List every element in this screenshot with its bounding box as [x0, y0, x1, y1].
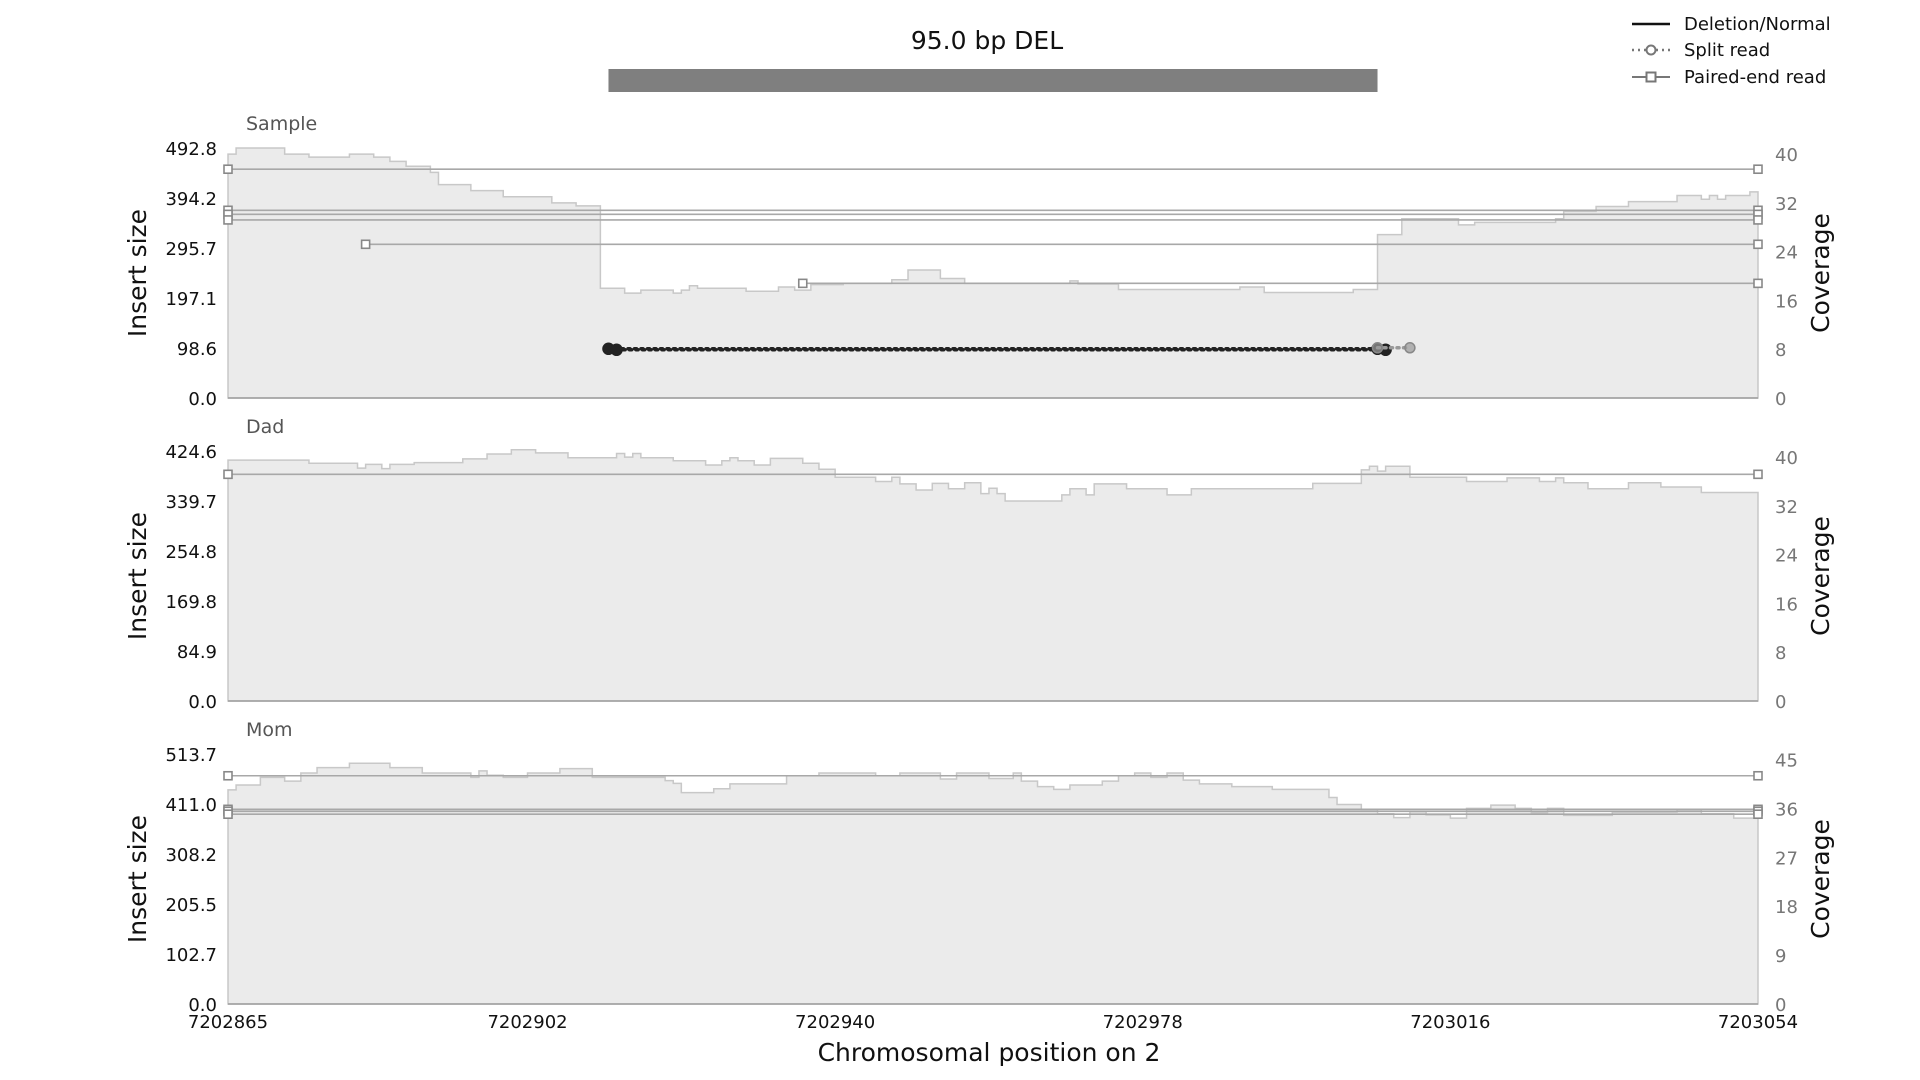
y2-tick-label: 40	[1775, 448, 1798, 469]
y-tick-label: 205.5	[165, 895, 217, 916]
legend-split-label: Split read	[1684, 40, 1770, 61]
y2-tick-label: 0	[1775, 389, 1786, 410]
y-tick-label: 0.0	[188, 995, 217, 1016]
coverage-area	[227, 449, 1759, 702]
y2-axis-label: Coverage	[1806, 819, 1835, 939]
paired-read-marker	[1753, 770, 1763, 781]
paired-read-marker	[797, 278, 808, 289]
y2-tick-label: 24	[1775, 546, 1798, 567]
paired-read-marker	[1753, 215, 1763, 225]
y-tick-label: 98.6	[177, 339, 217, 360]
y2-tick-label: 27	[1775, 848, 1798, 869]
y2-tick-label: 32	[1775, 497, 1798, 518]
panel-label: Mom	[246, 719, 293, 741]
paired-read-marker	[1753, 469, 1763, 480]
y2-tick-label: 24	[1775, 243, 1798, 264]
y-tick-label: 394.2	[165, 189, 217, 210]
y-tick-label: 254.8	[165, 542, 217, 563]
x-tick-label: 7202978	[1103, 1012, 1183, 1033]
x-tick-label: 7203016	[1410, 1012, 1490, 1033]
legend-paired-label: Paired-end read	[1684, 67, 1826, 88]
y-tick-label: 84.9	[177, 642, 217, 663]
x-axis: 7202865 7202902 7202940 7202978 7203016 72030…	[188, 1012, 1798, 1033]
y-tick-label: 339.7	[165, 492, 217, 513]
coverage-area	[227, 147, 1759, 399]
paired-read-marker	[1753, 809, 1763, 820]
y-tick-label: 197.1	[165, 289, 217, 310]
paired-read-marker	[223, 469, 233, 480]
y2-tick-label: 8	[1775, 340, 1786, 361]
y-axis-label: Insert size	[123, 209, 152, 337]
y2-tick-label: 9	[1775, 946, 1786, 967]
y-tick-label: 492.8	[165, 139, 217, 160]
y-axis-label: Insert size	[123, 815, 152, 943]
y2-tick-label: 32	[1775, 194, 1798, 215]
split-read-marker	[610, 343, 623, 357]
y2-tick-label: 18	[1775, 897, 1798, 918]
panels: Sample 0.0 98.6 197.1 295.7 394.2 492.8 0 8 16 24 3…	[123, 113, 1835, 1016]
y2-tick-label: 8	[1775, 643, 1786, 664]
x-tick-label: 7202865	[188, 1012, 268, 1033]
panel-label: Sample	[246, 113, 317, 135]
paired-read-marker	[223, 809, 233, 820]
y-tick-label: 169.8	[165, 592, 217, 613]
y-tick-label: 102.7	[165, 945, 217, 966]
y-tick-label: 513.7	[165, 745, 217, 766]
y-tick-label: 411.0	[165, 795, 217, 816]
legend: Deletion/Normal Split read Paired-end re…	[1632, 14, 1831, 88]
y-tick-label: 424.6	[165, 442, 217, 463]
chart-title: 95.0 bp DEL	[911, 26, 1063, 55]
y-tick-label: 0.0	[188, 389, 217, 410]
y-tick-label: 308.2	[165, 845, 217, 866]
y2-axis-label: Coverage	[1806, 516, 1835, 636]
x-tick-label: 7202940	[795, 1012, 875, 1033]
y-tick-label: 295.7	[165, 239, 217, 260]
coverage-area	[227, 762, 1759, 1005]
y-tick-label: 0.0	[188, 692, 217, 713]
split-read-marker	[1371, 342, 1384, 354]
x-tick-label: 7202902	[487, 1012, 567, 1033]
paired-read-marker	[1753, 164, 1763, 175]
y2-axis-label: Coverage	[1806, 213, 1835, 333]
legend-paired-marker	[1645, 71, 1657, 83]
panel-mom: Mom 0.0 102.7 205.5 308.2 411.0 513.7 0 9 18 27 36 4…	[123, 719, 1835, 1016]
y2-tick-label: 36	[1775, 799, 1798, 820]
legend-split-marker	[1645, 44, 1657, 56]
panel-label: Dad	[246, 416, 284, 438]
y2-tick-label: 45	[1775, 750, 1798, 771]
legend-deletion-label: Deletion/Normal	[1684, 14, 1831, 35]
paired-read-marker	[1753, 278, 1763, 289]
x-axis-label: Chromosomal position on 2	[818, 1038, 1161, 1067]
panel-dad: Dad 0.0 84.9 169.8 254.8 339.7 424.6 0 8 16 24 32 40…	[123, 416, 1835, 713]
y2-tick-label: 16	[1775, 291, 1798, 312]
y2-tick-label: 0	[1775, 692, 1786, 713]
paired-read-marker	[223, 770, 233, 781]
paired-read-marker	[223, 215, 233, 225]
y2-tick-label: 16	[1775, 594, 1798, 615]
y2-tick-label: 0	[1775, 995, 1786, 1016]
x-tick-label: 7203054	[1718, 1012, 1798, 1033]
y-axis-label: Insert size	[123, 512, 152, 640]
paired-read-marker	[1753, 239, 1763, 250]
paired-read-marker	[223, 164, 233, 175]
split-read-marker	[1404, 342, 1416, 354]
y2-tick-label: 40	[1775, 145, 1798, 166]
deletion-event-bar	[608, 69, 1378, 92]
panel-sample: Sample 0.0 98.6 197.1 295.7 394.2 492.8 0 8 16 24 3…	[123, 113, 1835, 410]
paired-read-marker	[360, 239, 371, 250]
